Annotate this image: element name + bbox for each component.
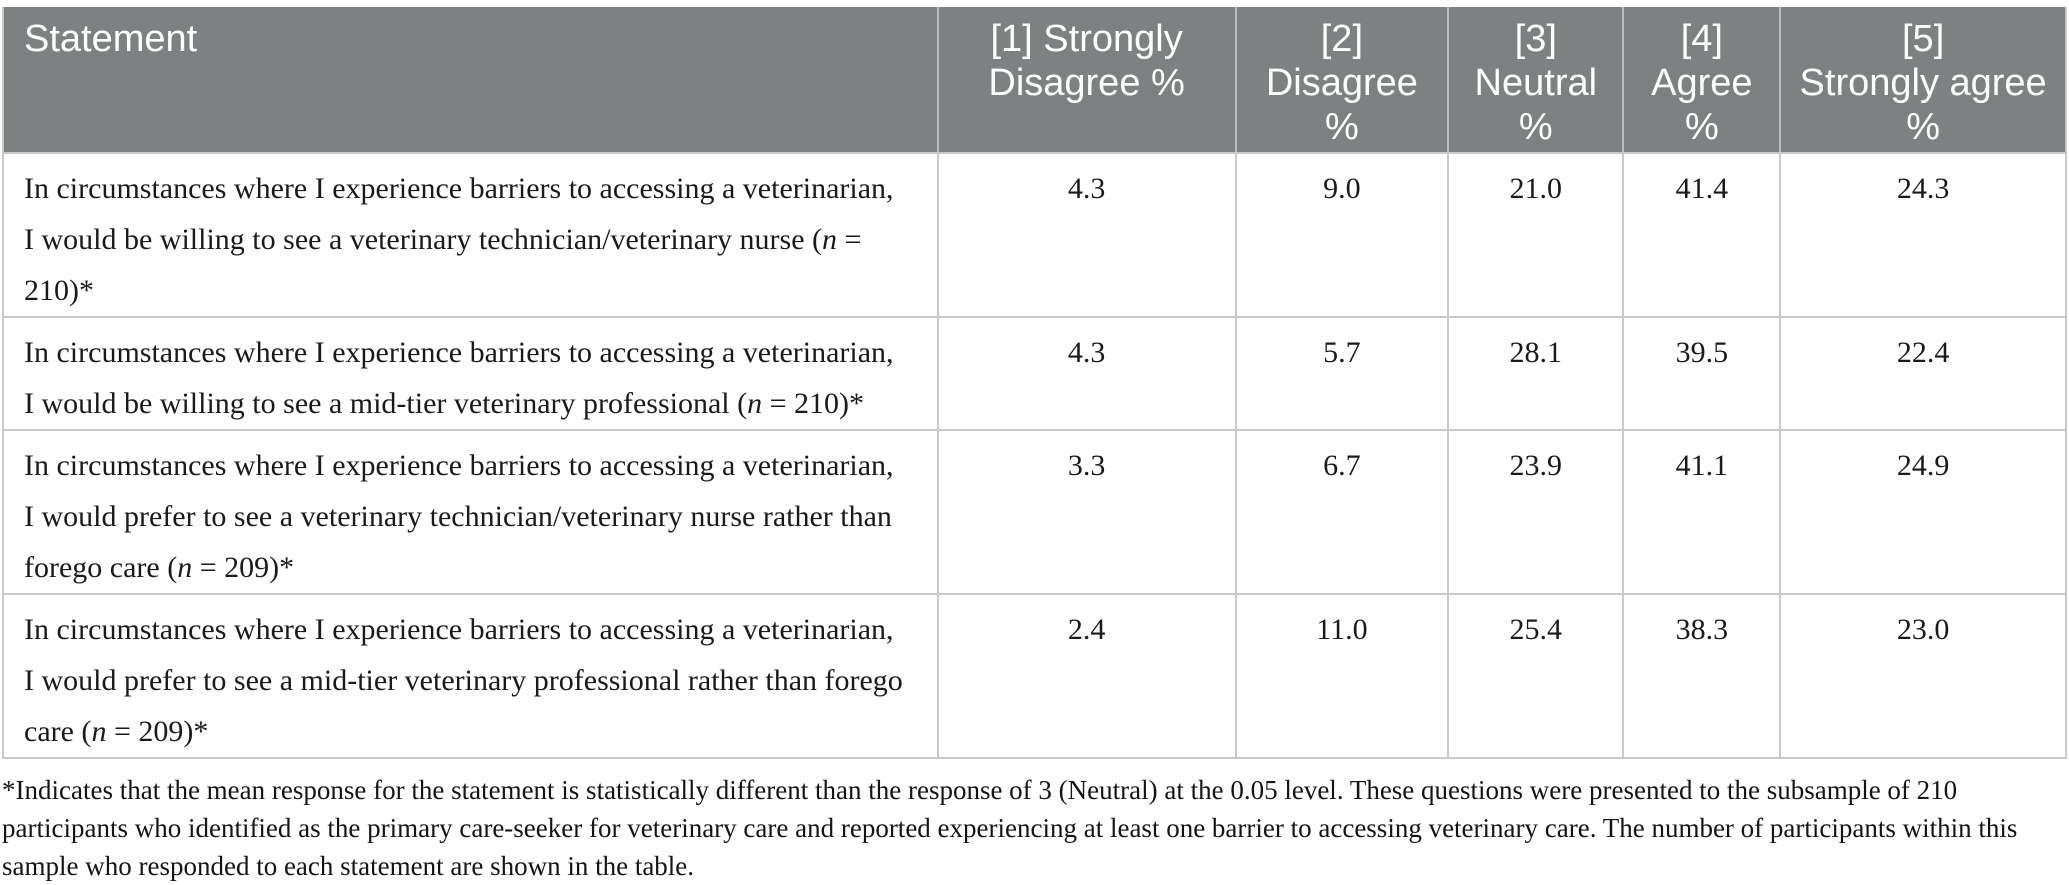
column-header-neutral: [3] Neutral% — [1447, 7, 1625, 154]
table-row: In circumstances where I experience barr… — [2, 429, 2067, 595]
table-footnote: *Indicates that the mean response for th… — [2, 775, 2018, 881]
table-row: In circumstances where I experience barr… — [2, 316, 2067, 431]
column-header-statement: Statement — [2, 7, 939, 154]
value-cell-neutral: 23.9 — [1447, 429, 1625, 595]
statement-cell: In circumstances where I experience barr… — [2, 429, 939, 595]
value-cell-agree: 38.3 — [1622, 593, 1782, 759]
value-cell-disagree: 11.0 — [1234, 593, 1450, 759]
table-figure: Statement [1] Strongly Disagree % [2] Disagr… — [0, 7, 2069, 885]
table-row: In circumstances where I experience barr… — [2, 593, 2067, 759]
value-cell-strongly-disagree: 4.3 — [936, 152, 1237, 318]
value-cell-agree: 41.1 — [1622, 429, 1782, 595]
column-header-strongly-agree: [5] Strongly agree% — [1779, 7, 2067, 154]
value-cell-disagree: 6.7 — [1234, 429, 1450, 595]
value-cell-strongly-agree: 23.0 — [1779, 593, 2067, 759]
header-row: Statement [1] Strongly Disagree % [2] Disagr… — [2, 7, 2067, 154]
column-header-agree: [4] Agree% — [1622, 7, 1782, 154]
value-cell-agree: 41.4 — [1622, 152, 1782, 318]
value-cell-strongly-disagree: 4.3 — [936, 316, 1237, 431]
table-row: In circumstances where I experience barr… — [2, 152, 2067, 318]
value-cell-strongly-disagree: 3.3 — [936, 429, 1237, 595]
value-cell-strongly-agree: 24.3 — [1779, 152, 2067, 318]
statement-cell: In circumstances where I experience barr… — [2, 593, 939, 759]
value-cell-neutral: 28.1 — [1447, 316, 1625, 431]
column-header-disagree: [2] Disagree% — [1234, 7, 1450, 154]
value-cell-disagree: 5.7 — [1234, 316, 1450, 431]
value-cell-strongly-disagree: 2.4 — [936, 593, 1237, 759]
value-cell-strongly-agree: 22.4 — [1779, 316, 2067, 431]
value-cell-neutral: 21.0 — [1447, 152, 1625, 318]
value-cell-disagree: 9.0 — [1234, 152, 1450, 318]
value-cell-agree: 39.5 — [1622, 316, 1782, 431]
value-cell-neutral: 25.4 — [1447, 593, 1625, 759]
statement-cell: In circumstances where I experience barr… — [2, 316, 939, 431]
likert-response-table: Statement [1] Strongly Disagree % [2] Disagr… — [2, 7, 2067, 759]
statement-cell: In circumstances where I experience barr… — [2, 152, 939, 318]
column-header-strongly-disagree: [1] Strongly Disagree % — [936, 7, 1237, 154]
value-cell-strongly-agree: 24.9 — [1779, 429, 2067, 595]
